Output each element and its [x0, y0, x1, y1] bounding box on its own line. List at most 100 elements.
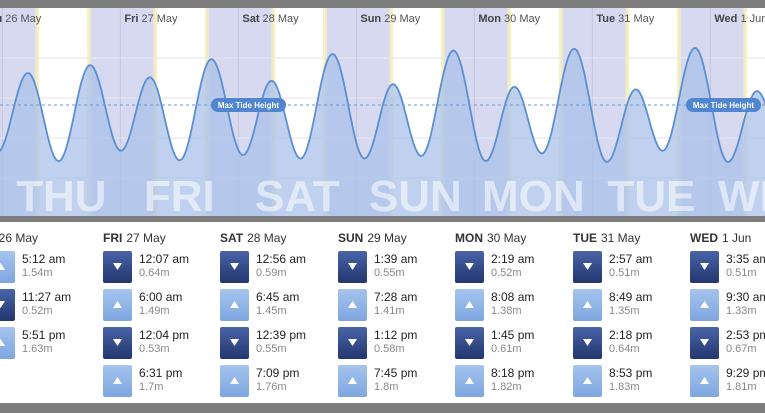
- day-column-title: FRI 27 May: [103, 231, 166, 245]
- day-column-title: MON 30 May: [455, 231, 526, 245]
- weekday-watermark: THU: [16, 172, 106, 216]
- day-weekday: FRI: [103, 231, 123, 245]
- tide-time: 8:53 pm: [609, 366, 653, 380]
- day-date: 29 May: [367, 231, 407, 245]
- tide-time: 9:29 pm: [726, 366, 765, 380]
- day-date: 30 May: [487, 231, 527, 245]
- low-tide-icon: [103, 251, 132, 283]
- chart-day-header: Fri 27 May: [124, 13, 177, 25]
- weekday-watermark: WED: [718, 172, 765, 216]
- tide-entry: 9:30 am 1.33m: [690, 289, 765, 321]
- tide-time: 9:30 am: [726, 290, 765, 304]
- max-tide-label: Max Tide Height: [211, 98, 286, 112]
- tide-time: 2:19 am: [491, 252, 535, 266]
- weekday-watermark: FRI: [144, 172, 215, 216]
- max-tide-label: Max Tide Height: [686, 98, 761, 112]
- tide-height: 0.55m: [256, 343, 287, 355]
- tide-height: 0.52m: [22, 305, 53, 317]
- low-tide-icon: [690, 327, 719, 359]
- weekday-watermark: TUE: [607, 172, 695, 216]
- high-tide-icon: [103, 289, 132, 321]
- tide-time: 12:07 am: [139, 252, 190, 266]
- tide-height: 0.61m: [491, 343, 522, 355]
- tide-entry: 5:12 am 1.54m: [0, 251, 104, 283]
- low-tide-icon: [338, 327, 367, 359]
- tide-entry: 12:39 pm 0.55m: [220, 327, 338, 359]
- day-weekday: TUE: [573, 231, 597, 245]
- tide-height: 1.63m: [22, 343, 53, 355]
- tide-time: 7:09 pm: [256, 366, 300, 380]
- svg-text:Max Tide Height: Max Tide Height: [218, 101, 280, 110]
- tide-height: 0.64m: [139, 267, 170, 279]
- tide-time: 7:45 pm: [374, 366, 418, 380]
- tide-height: 1.41m: [374, 305, 405, 317]
- tide-time: 12:39 pm: [256, 328, 307, 342]
- tide-entry: 7:28 am 1.41m: [338, 289, 456, 321]
- tide-time: 2:53 pm: [726, 328, 765, 342]
- tide-height: 0.59m: [256, 267, 287, 279]
- tide-entry: 11:27 am 0.52m: [0, 289, 104, 321]
- tide-time: 12:04 pm: [139, 328, 190, 342]
- tide-entry: 7:09 pm 1.76m: [220, 365, 338, 397]
- weekday-watermark: MON: [482, 172, 585, 216]
- tide-height: 1.33m: [726, 305, 757, 317]
- high-tide-icon: [573, 289, 602, 321]
- tide-entry: 6:00 am 1.49m: [103, 289, 221, 321]
- tide-time: 6:45 am: [256, 290, 300, 304]
- low-tide-icon: [338, 251, 367, 283]
- high-tide-icon: [0, 327, 15, 359]
- tide-entry: 1:12 pm 0.58m: [338, 327, 456, 359]
- tide-time: 8:18 pm: [491, 366, 535, 380]
- tide-time: 1:12 pm: [374, 328, 418, 342]
- tide-height: 0.67m: [726, 343, 757, 355]
- tide-chart-svg: THU FRI SAT SUN MON TUE WED Max Tide Height Max …: [0, 8, 765, 216]
- day-weekday: WED: [690, 231, 718, 245]
- high-tide-icon: [103, 365, 132, 397]
- tide-entry: 8:49 am 1.35m: [573, 289, 691, 321]
- chart-day-date: 27 May: [138, 13, 178, 25]
- tide-time: 6:31 pm: [139, 366, 183, 380]
- chart-day-header: Sun 29 May: [360, 13, 420, 25]
- tide-entry: 3:35 am 0.51m: [690, 251, 765, 283]
- chart-day-weekday: Thu: [0, 13, 2, 25]
- chart-day-weekday: Tue: [596, 13, 616, 25]
- tide-height: 0.55m: [374, 267, 405, 279]
- chart-day-weekday: Fri: [124, 13, 139, 25]
- tide-time: 2:57 am: [609, 252, 653, 266]
- day-weekday: SAT: [220, 231, 244, 245]
- tide-time: 5:51 pm: [22, 328, 66, 342]
- chart-day-weekday: Sun: [360, 13, 382, 25]
- tide-entry: 2:57 am 0.51m: [573, 251, 691, 283]
- tide-height: 1.83m: [609, 381, 640, 393]
- low-tide-icon: [220, 327, 249, 359]
- chart-day-date: 26 May: [2, 13, 42, 25]
- chart-day-date: 31 May: [615, 13, 655, 25]
- tide-height: 1.82m: [491, 381, 522, 393]
- tide-height: 1.76m: [256, 381, 287, 393]
- weekday-watermark: SUN: [369, 172, 462, 216]
- tide-chart: THU FRI SAT SUN MON TUE WED Max Tide Height Max …: [0, 8, 765, 216]
- low-tide-icon: [690, 251, 719, 283]
- chart-day-date: 28 May: [259, 13, 299, 25]
- tide-height: 1.38m: [491, 305, 522, 317]
- low-tide-icon: [455, 327, 484, 359]
- chart-day-weekday: Mon: [478, 13, 501, 25]
- high-tide-icon: [220, 365, 249, 397]
- low-tide-icon: [573, 251, 602, 283]
- tide-time: 3:35 am: [726, 252, 765, 266]
- tide-entry: 2:18 pm 0.64m: [573, 327, 691, 359]
- chart-day-header: Tue 31 May: [596, 13, 654, 25]
- tide-entry: 8:53 pm 1.83m: [573, 365, 691, 397]
- tide-height: 1.45m: [256, 305, 287, 317]
- high-tide-icon: [338, 365, 367, 397]
- day-column-title: U26 May: [0, 231, 38, 245]
- tide-time: 2:18 pm: [609, 328, 653, 342]
- tide-entry: 2:19 am 0.52m: [455, 251, 573, 283]
- tide-entry: 2:53 pm 0.67m: [690, 327, 765, 359]
- chart-day-header: Wed 1 Jun: [714, 13, 765, 25]
- day-weekday: SUN: [338, 231, 364, 245]
- tide-height: 0.52m: [491, 267, 522, 279]
- tide-height: 0.51m: [609, 267, 640, 279]
- tide-height: 0.64m: [609, 343, 640, 355]
